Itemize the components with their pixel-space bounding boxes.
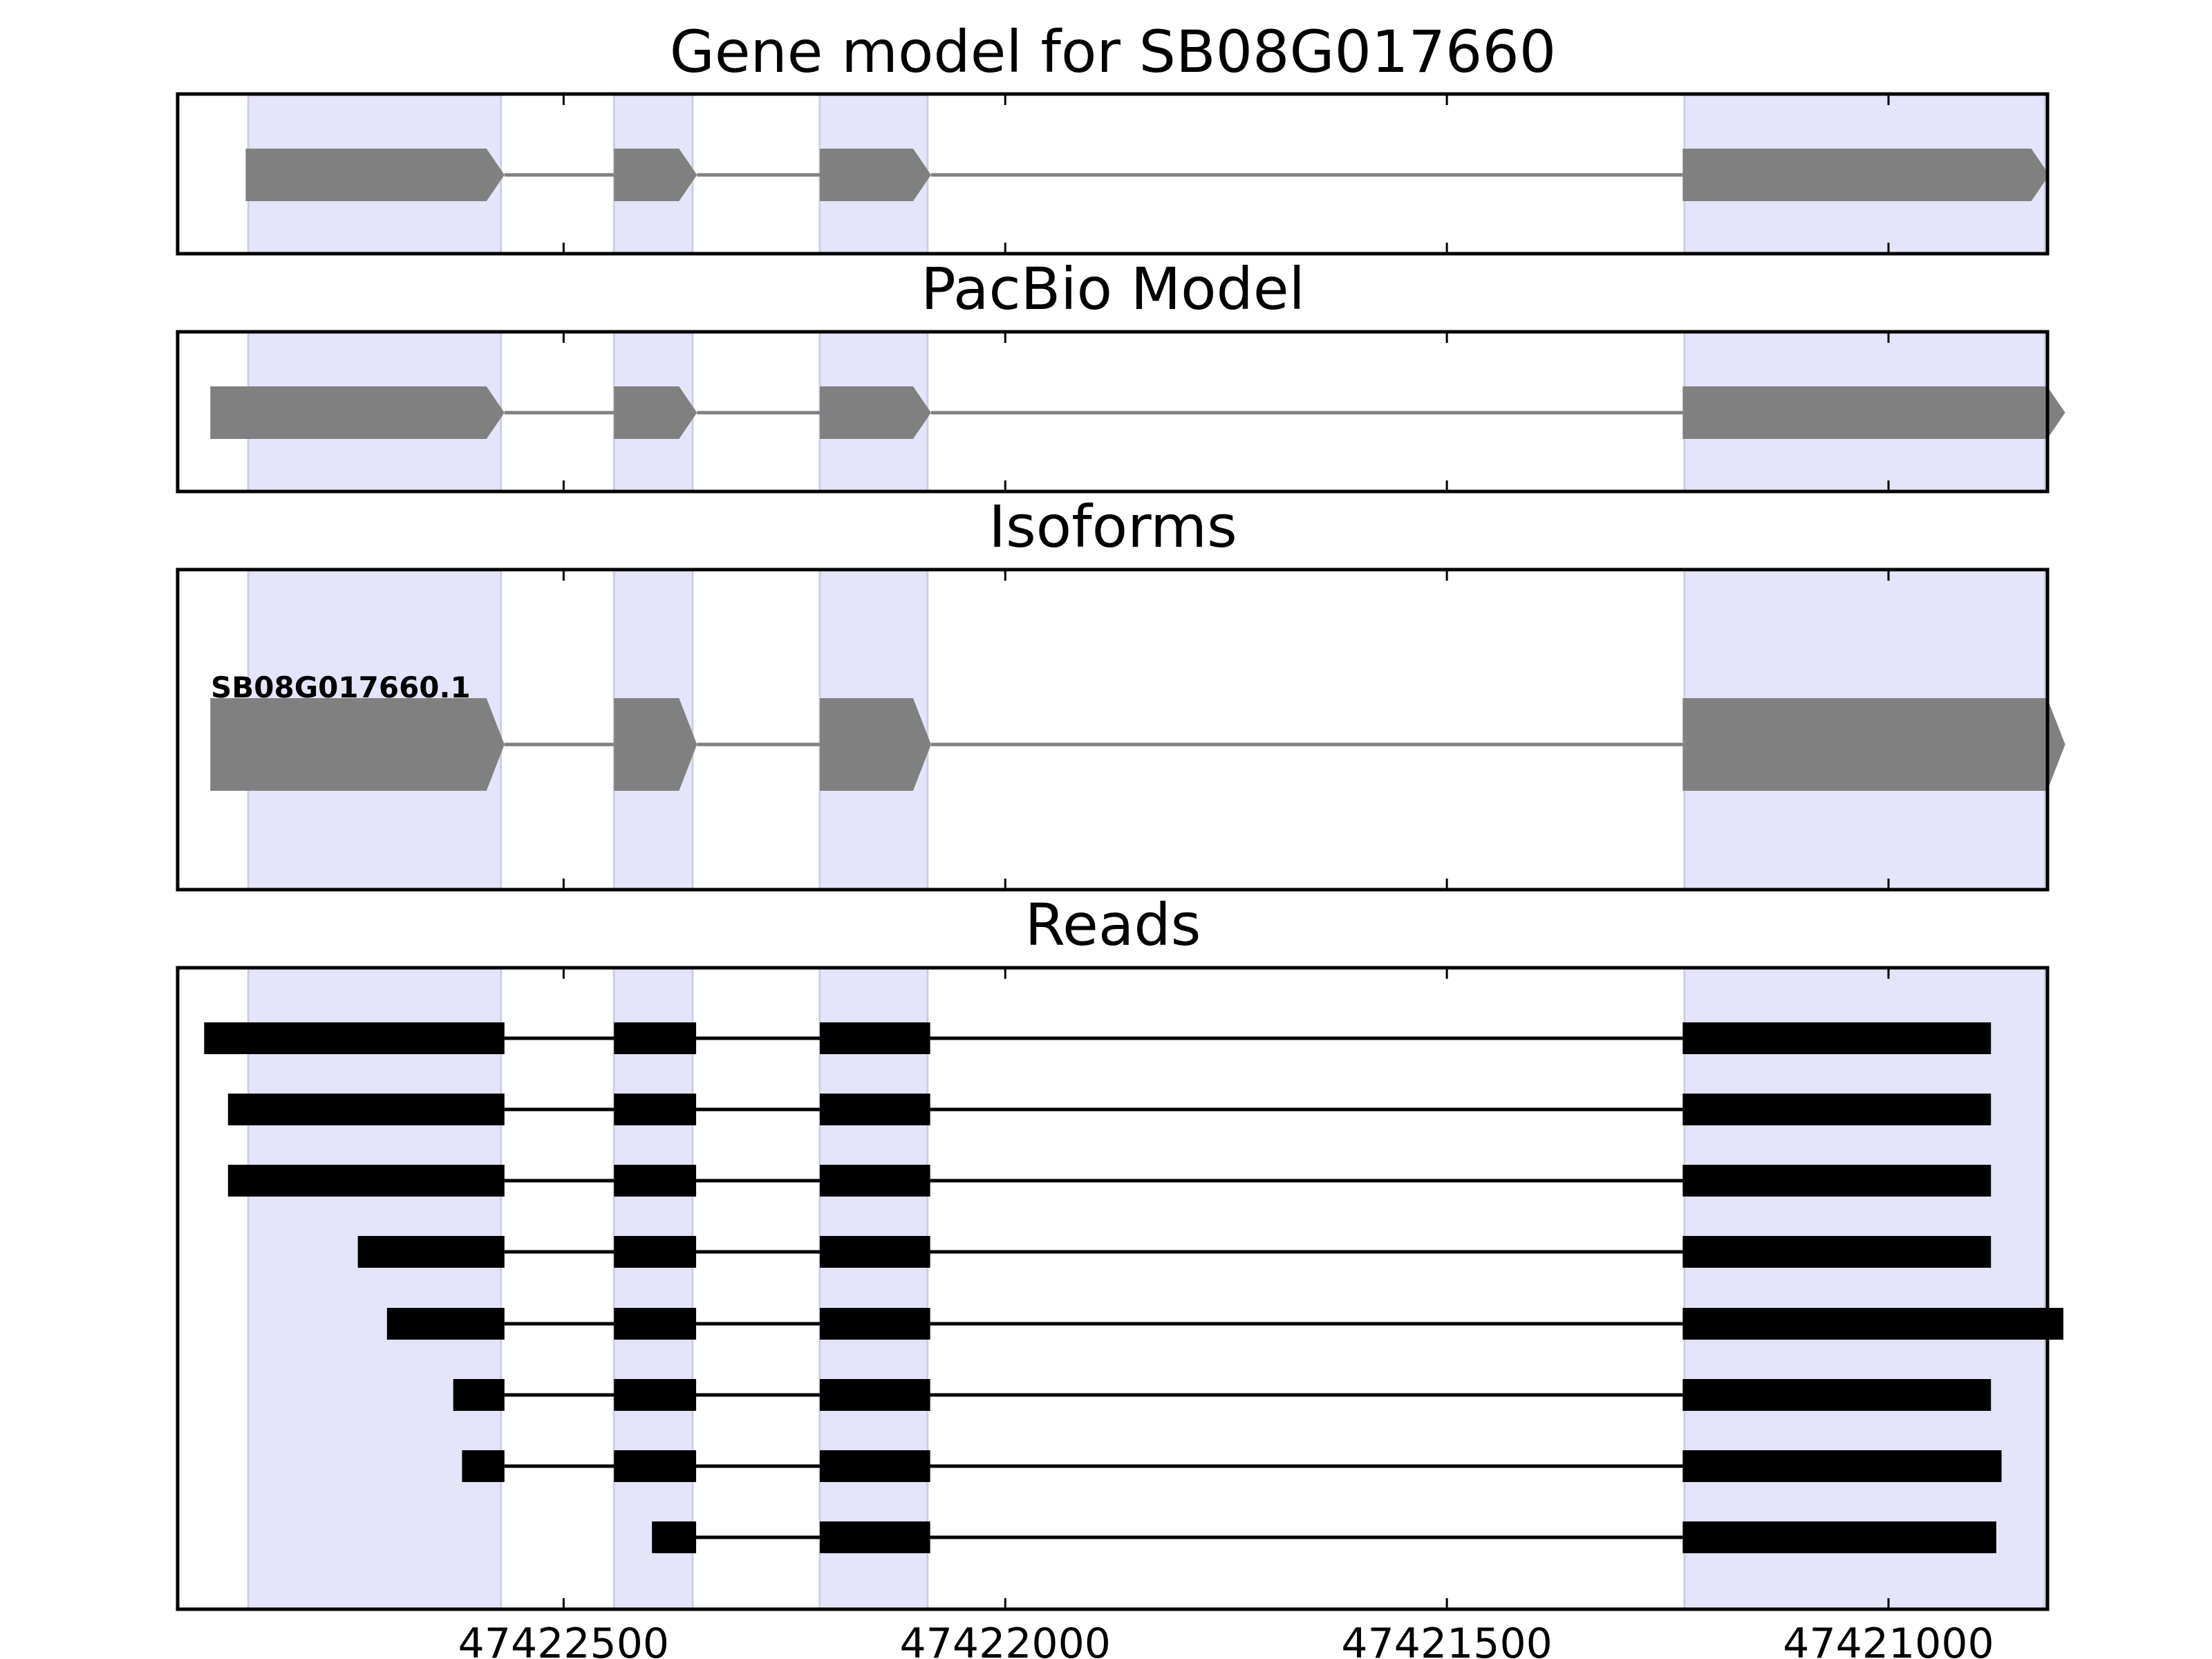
panel-pacbio-model: PacBio Model <box>176 255 2065 494</box>
read-exon-block <box>1683 1450 2002 1482</box>
exon-highlight <box>612 966 694 1611</box>
read-exon-block <box>614 1165 697 1197</box>
read-exon-block <box>227 1165 505 1197</box>
exon-block <box>614 386 697 439</box>
read-exon-block <box>819 1308 930 1340</box>
exon-highlight-group <box>247 966 2046 1611</box>
exon-block <box>614 149 697 201</box>
panel-title-reads: Reads <box>1025 891 1201 959</box>
panel-title-pacbio-model: PacBio Model <box>921 255 1305 323</box>
exon-block <box>210 386 505 439</box>
x-tick-label: 47422000 <box>900 1620 1111 1659</box>
panel-gene-model: Gene model for SB08G017660 <box>176 18 2050 256</box>
read-exon-block <box>614 1094 697 1125</box>
read-exon-block <box>462 1450 505 1482</box>
x-tick-label: 47421500 <box>1341 1620 1552 1659</box>
panel-isoforms: Isoforms SB08G017660.1 <box>176 493 2065 892</box>
read-exon-block <box>1683 1379 1991 1411</box>
read-exon-block <box>819 1379 930 1411</box>
panel-frame <box>176 568 2050 892</box>
read-exon-block <box>819 1236 930 1268</box>
read-exon-block <box>1683 1236 1991 1268</box>
read-exon-block <box>614 1308 697 1340</box>
panel-title-isoforms: Isoforms <box>988 493 1237 561</box>
panel-frame <box>176 330 2050 494</box>
gene-model-track <box>245 149 2050 201</box>
read-exon-block <box>1683 1165 1991 1197</box>
x-tick-label: 47422500 <box>458 1620 669 1659</box>
read-exon-block <box>614 1450 697 1482</box>
read-exon-block <box>819 1165 930 1197</box>
exon-block <box>210 698 505 791</box>
read-exon-block <box>614 1379 697 1411</box>
reads-track <box>204 1022 2063 1553</box>
read-exon-block <box>1683 1094 1991 1125</box>
read-exon-block <box>1683 1022 1991 1054</box>
exon-block <box>614 698 697 791</box>
tick-mark-group <box>562 570 1890 890</box>
exon-highlight <box>1683 966 2046 1611</box>
isoform-track <box>210 698 2065 791</box>
read-exon-block <box>652 1521 697 1553</box>
read-exon-block <box>819 1521 930 1553</box>
read-exon-block <box>227 1094 505 1125</box>
read-exon-block <box>819 1094 930 1125</box>
x-axis-tick-labels: 47422500 47422000 47421500 47421000 <box>458 1620 1994 1659</box>
read-exon-block <box>614 1022 697 1054</box>
exon-block <box>1683 386 2065 439</box>
read-exon-block <box>204 1022 505 1054</box>
read-exon-block <box>1683 1521 1996 1553</box>
panel-frame <box>176 92 2050 256</box>
exon-highlight <box>818 966 929 1611</box>
exon-block <box>819 698 931 791</box>
read-exon-block <box>453 1379 505 1411</box>
exon-block <box>1683 149 2050 201</box>
tick-mark-group <box>562 94 1890 254</box>
read-exon-block <box>386 1308 505 1340</box>
read-exon-block <box>819 1022 930 1054</box>
panel-frame <box>176 966 2050 1611</box>
tick-mark-group <box>562 968 1890 1609</box>
exon-block <box>819 149 931 201</box>
read-exon-block <box>1683 1308 2063 1340</box>
pacbio-model-track <box>210 386 2065 439</box>
tick-mark-group <box>562 332 1890 491</box>
exon-block <box>819 386 931 439</box>
exon-block <box>245 149 505 201</box>
isoform-label: SB08G017660.1 <box>211 671 471 704</box>
panel-title-gene-model: Gene model for SB08G017660 <box>670 18 1556 86</box>
exon-block <box>1683 698 2065 791</box>
exon-highlight <box>247 966 503 1611</box>
read-exon-block <box>614 1236 697 1268</box>
read-exon-block <box>357 1236 505 1268</box>
x-tick-label: 47421000 <box>1783 1620 1994 1659</box>
panel-reads: Reads 47422500 47422000 47421500 4742100… <box>176 891 2063 1659</box>
read-exon-block <box>819 1450 930 1482</box>
